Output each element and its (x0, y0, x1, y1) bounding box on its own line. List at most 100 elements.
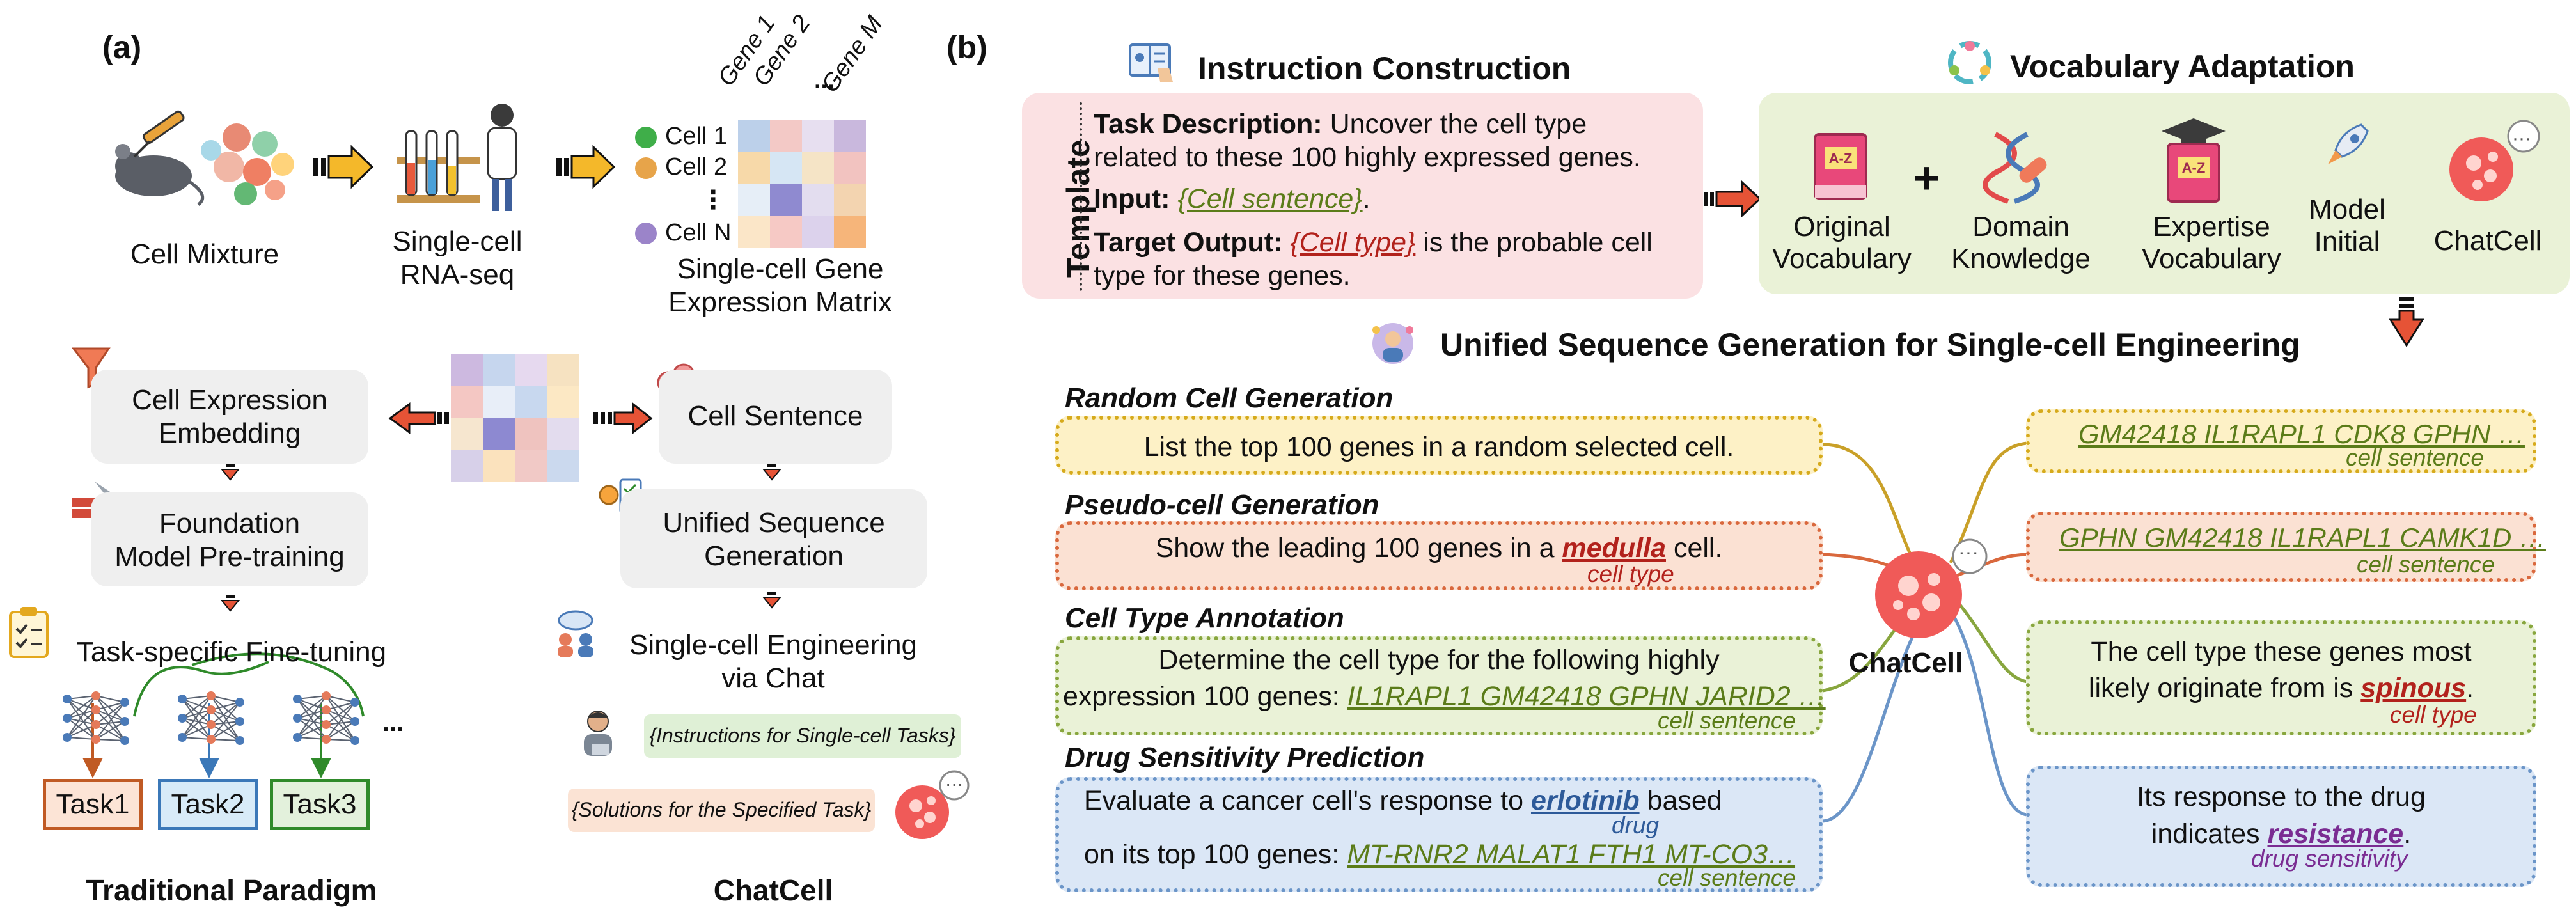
model-initial-label: Model Initial (2309, 194, 2385, 257)
arrow-down-foundation (220, 595, 240, 612)
input-line: Input: {Cell sentence}. (1094, 184, 1370, 214)
output-drug-sub: drug sensitivity (2251, 845, 2408, 872)
scientist-tubes-icon (397, 104, 517, 211)
heatmap-cell (483, 450, 515, 482)
output-random-genes: GM42418 IL1RAPL1 CDK8 GPHN … (2078, 419, 2525, 449)
solution-bubble (568, 789, 875, 832)
instruction-book-icon (1129, 43, 1173, 82)
instruction-construction-title: Instruction Construction (1198, 51, 1571, 86)
neuron (91, 705, 100, 714)
task-pseudo-sub: cell type (1587, 561, 1674, 587)
matrix-cell (802, 152, 834, 184)
arrow-down-unified (762, 592, 782, 609)
expertise-vocab-label: Expertise Vocabulary (2142, 211, 2281, 274)
foundation-model-label: Foundation Model Pre-training (114, 508, 345, 572)
template-vertical-label: Template (1060, 139, 1096, 278)
task-pseudo-box (1055, 521, 1823, 590)
output-drug-box (2026, 766, 2536, 887)
neuron (63, 695, 72, 703)
output-random-box (2026, 409, 2536, 473)
heatmap-cell (451, 386, 483, 418)
task-annotation-sub: cell sentence (1658, 707, 1796, 734)
cell-sentence-box (659, 370, 892, 464)
output-drug-line2: indicates resistance. (2151, 819, 2412, 849)
matrix-cell (834, 184, 866, 216)
heatmap-cell (451, 450, 483, 482)
neuron (207, 691, 216, 700)
gene-col-ellipsis: ... (814, 67, 835, 94)
neuron (120, 717, 129, 726)
expression-matrix (738, 120, 866, 248)
chatcell-logo-dots: ··· (2512, 128, 2531, 149)
cell-sentence-label: Cell Sentence (687, 400, 863, 432)
matrix-title: Single-cell Gene Expression Matrix (668, 253, 892, 318)
neuron (350, 736, 359, 745)
neuron (350, 698, 359, 707)
matrix-cell (738, 120, 770, 152)
task-random-title: Random Cell Generation (1065, 382, 1394, 414)
chatcell-logo (2449, 120, 2540, 201)
heatmap-cell (547, 418, 579, 450)
chat-users-icon (558, 610, 593, 657)
neural-net-icons (63, 691, 359, 745)
heatmap-cell (451, 418, 483, 450)
checklist-icon (9, 607, 49, 658)
matrix-cell (770, 120, 802, 152)
neuron (235, 717, 244, 726)
arrow-down-sentence (762, 464, 782, 481)
arrow-mixture-to-rnaseq (313, 145, 374, 189)
matrix-cell (834, 216, 866, 248)
task-random-text: List the top 100 genes in a random selec… (1143, 432, 1734, 462)
unified-user-icon (1372, 323, 1413, 364)
cell-2-dot (635, 157, 657, 179)
dna-icon (1983, 132, 2047, 204)
matrix-cell (802, 184, 834, 216)
matrix-cell (738, 184, 770, 216)
arrow-down-embedding (220, 464, 240, 481)
expertise-vocab-icon: A-Z (2162, 118, 2226, 203)
cell-row-2: Cell 2 (665, 153, 728, 180)
heatmap-cell (515, 418, 547, 450)
vocab-adaptation-title: Vocabulary Adaptation (2010, 49, 2355, 84)
task-annotation-line2: expression 100 genes: IL1RAPL1 GM42418 G… (1063, 681, 1826, 712)
neuron (350, 717, 359, 726)
mouse-cells-icon (115, 110, 294, 206)
task-finetune-label: Task-specific Fine-tuning (76, 636, 387, 668)
neuron (322, 735, 331, 744)
output-random-sub: cell sentence (2346, 444, 2484, 471)
heatmap-cell (547, 450, 579, 482)
instruction-bubble (644, 714, 961, 758)
panel-a-label: (a) (102, 29, 142, 65)
chatcell-logo-small (895, 770, 970, 839)
vocab-adaptation-box (1759, 93, 2570, 294)
chatcell-center-label: ChatCell (1848, 647, 1963, 679)
cell-1-dot (635, 127, 657, 148)
az-text-1: A-Z (1829, 150, 1853, 166)
chat-dots-small: ··· (945, 774, 963, 794)
neuron (322, 720, 331, 729)
target-output: Target Output: {Cell type} is the probab… (1094, 227, 1653, 291)
neuron (293, 733, 302, 742)
instruction-bubble-text: {Instructions for Single-cell Tasks} (649, 724, 956, 747)
arrow-rnaseq-to-matrix (556, 145, 616, 189)
foundation-model-box (91, 492, 368, 586)
original-vocab-book-icon: A-Z (1814, 133, 1867, 200)
unified-sequence-label: Unified Sequence Generation (663, 507, 885, 572)
template-box (1022, 93, 1703, 299)
neuron (322, 691, 331, 700)
task-drug-line1: Evaluate a cancer cell's response to erl… (1084, 785, 1722, 816)
task-3-box: Task3 (270, 779, 370, 830)
domain-knowledge-label: Domain Knowledge (1951, 211, 2091, 274)
expression-heatmap (451, 354, 579, 482)
task-1-box: Task1 (43, 779, 143, 830)
heatmap-cell (483, 354, 515, 386)
neuron (293, 714, 302, 723)
neuron (178, 733, 187, 742)
arrow-vocab-to-unified (2389, 297, 2424, 347)
heatmap-cell (515, 450, 547, 482)
chatcell-connectors (1822, 441, 2028, 823)
output-pseudo-genes: GPHN GM42418 IL1RAPL1 CAMK1D … (2059, 522, 2546, 553)
tasks-ellipsis: ... (382, 709, 404, 737)
chatcell-center-icon (1875, 538, 1988, 638)
